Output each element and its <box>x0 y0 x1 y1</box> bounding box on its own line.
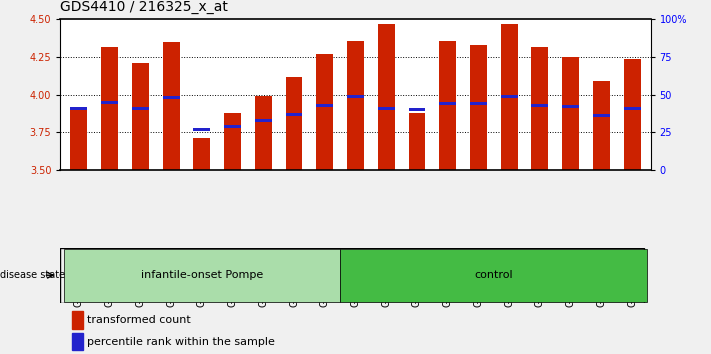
Bar <box>624 107 641 110</box>
Text: GDS4410 / 216325_x_at: GDS4410 / 216325_x_at <box>60 0 228 14</box>
Text: GSM947474: GSM947474 <box>166 248 176 307</box>
Text: disease state: disease state <box>0 270 65 280</box>
Bar <box>101 46 118 170</box>
Text: percentile rank within the sample: percentile rank within the sample <box>87 337 275 347</box>
Bar <box>70 107 87 110</box>
Bar <box>439 41 456 170</box>
Bar <box>501 24 518 170</box>
Text: GSM947470: GSM947470 <box>627 248 637 307</box>
Text: GSM947468: GSM947468 <box>566 248 576 307</box>
Text: GSM947469: GSM947469 <box>597 248 606 307</box>
Bar <box>101 101 118 104</box>
Text: GSM947466: GSM947466 <box>504 248 514 307</box>
Bar <box>409 113 425 170</box>
Bar <box>347 95 364 98</box>
FancyBboxPatch shape <box>340 249 648 302</box>
Text: GSM947464: GSM947464 <box>443 248 453 307</box>
Bar <box>163 42 180 170</box>
Text: GSM947467: GSM947467 <box>535 248 545 307</box>
Text: GSM947461: GSM947461 <box>351 248 360 307</box>
Text: infantile-onset Pompe: infantile-onset Pompe <box>141 270 263 280</box>
Bar <box>70 110 87 170</box>
Text: GSM947477: GSM947477 <box>258 248 268 307</box>
Bar <box>132 107 149 110</box>
Bar <box>73 333 83 350</box>
Text: GSM947475: GSM947475 <box>197 248 207 307</box>
Bar <box>286 77 302 170</box>
Bar <box>470 45 487 170</box>
Text: GSM947472: GSM947472 <box>105 248 114 307</box>
Text: GSM947478: GSM947478 <box>289 248 299 307</box>
Bar <box>531 46 548 170</box>
Bar <box>593 81 610 170</box>
Bar <box>193 128 210 131</box>
Text: GSM947462: GSM947462 <box>381 248 391 307</box>
FancyBboxPatch shape <box>63 249 340 302</box>
Text: GSM947465: GSM947465 <box>474 248 483 307</box>
Bar <box>501 95 518 98</box>
Bar <box>378 24 395 170</box>
Bar <box>224 113 241 170</box>
Bar <box>316 104 333 107</box>
Text: GSM947479: GSM947479 <box>320 248 330 307</box>
Bar <box>562 57 579 170</box>
Text: GSM947476: GSM947476 <box>228 248 237 307</box>
Bar <box>624 58 641 170</box>
Text: transformed count: transformed count <box>87 315 191 325</box>
Text: control: control <box>474 270 513 280</box>
Bar <box>531 104 548 107</box>
Bar <box>347 41 364 170</box>
Text: GSM947473: GSM947473 <box>135 248 145 307</box>
Bar <box>132 63 149 170</box>
Bar <box>439 102 456 105</box>
Bar <box>193 138 210 170</box>
Bar <box>286 113 302 116</box>
Bar <box>163 96 180 99</box>
Bar <box>593 114 610 118</box>
Bar <box>378 107 395 110</box>
Bar <box>224 125 241 128</box>
Text: GSM947471: GSM947471 <box>74 248 84 307</box>
Text: GSM947463: GSM947463 <box>412 248 422 307</box>
Bar <box>562 105 579 108</box>
Bar <box>470 102 487 105</box>
Bar <box>255 96 272 170</box>
Bar <box>255 119 272 122</box>
Bar <box>316 54 333 170</box>
Bar <box>409 108 425 112</box>
Bar <box>73 311 83 329</box>
